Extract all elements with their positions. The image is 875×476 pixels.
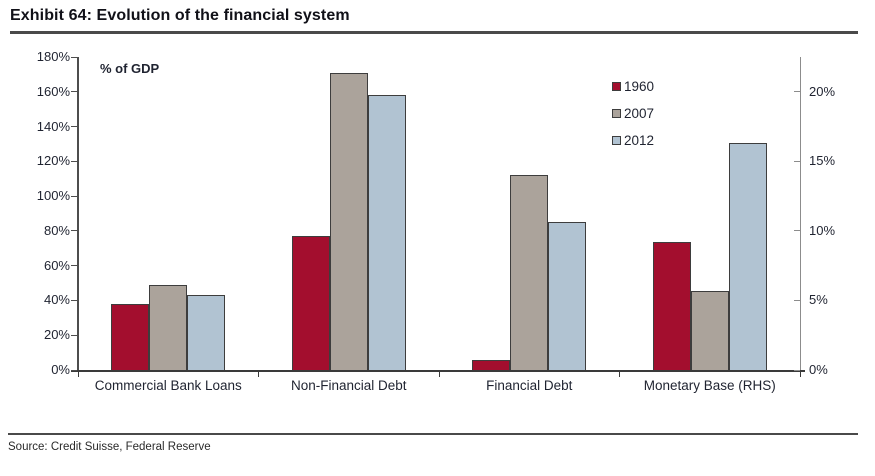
- bar-2007-commercial-bank-loans: [149, 284, 188, 370]
- legend: 1960 2007 2012: [612, 73, 654, 154]
- right-axis-tick: [794, 160, 800, 162]
- footer-divider: [8, 433, 858, 435]
- right-axis-tick-label: 20%: [809, 83, 836, 99]
- bar-2012-monetary-base-rhs: [728, 143, 767, 370]
- category-axis-tick: [799, 372, 801, 377]
- left-axis-tick-label: 60%: [43, 257, 70, 273]
- bar-2012-commercial-bank-loans: [187, 295, 226, 370]
- source-note: Source: Credit Suisse, Federal Reserve: [8, 441, 211, 453]
- left-axis-tick: [71, 126, 77, 128]
- right-axis-tick-label: 0%: [809, 362, 828, 377]
- left-axis-tick-label: 0%: [51, 362, 70, 377]
- legend-swatch-2007: [612, 109, 621, 118]
- axis-unit-annotation: % of GDP: [100, 61, 160, 76]
- legend-item-1960: 1960: [612, 73, 654, 100]
- left-axis-tick-label: 120%: [36, 153, 70, 169]
- legend-item-2012: 2012: [612, 127, 654, 154]
- category-label-commercial-bank-loans: Commercial Bank Loans: [94, 378, 242, 393]
- right-axis-tick-label: 5%: [809, 292, 828, 308]
- left-axis-tick: [71, 91, 77, 93]
- bar-2007-monetary-base-rhs: [690, 290, 729, 370]
- category-axis-tick: [619, 372, 620, 377]
- bar-1960-commercial-bank-loans: [111, 303, 150, 370]
- category-axis-tick: [77, 372, 79, 377]
- bar-1960-financial-debt: [472, 359, 511, 370]
- left-axis-tick: [71, 230, 77, 232]
- left-axis-tick-label: 40%: [43, 292, 70, 308]
- left-axis-tick: [71, 369, 77, 371]
- left-value-axis-line: [77, 57, 79, 371]
- category-label-financial-debt: Financial Debt: [486, 378, 573, 393]
- bar-1960-monetary-base-rhs: [652, 242, 691, 370]
- left-axis-tick-label: 80%: [43, 222, 70, 238]
- chart-title: Exhibit 64: Evolution of the financial s…: [10, 7, 350, 24]
- left-axis-tick: [71, 56, 77, 58]
- left-axis-tick: [71, 195, 77, 197]
- bar-2007-non-financial-debt: [329, 72, 368, 370]
- right-axis-tick: [794, 299, 800, 301]
- left-axis-tick-label: 20%: [43, 327, 70, 343]
- category-label-non-financial-debt: Non-Financial Debt: [290, 378, 407, 393]
- right-value-axis-line: [800, 57, 801, 371]
- bar-1960-non-financial-debt: [291, 236, 330, 370]
- left-axis-tick: [71, 299, 77, 301]
- right-axis-tick-label: 15%: [809, 153, 836, 169]
- bar-2012-non-financial-debt: [367, 95, 406, 370]
- legend-label-2007: 2007: [624, 106, 655, 121]
- bar-2007-financial-debt: [510, 175, 549, 370]
- category-axis-tick: [438, 372, 440, 377]
- category-label-monetary-base-rhs: Monetary Base (RHS): [643, 378, 776, 393]
- title-underline: [10, 31, 858, 34]
- legend-label-2012: 2012: [624, 133, 655, 148]
- category-axis-tick: [258, 372, 259, 377]
- left-axis-tick-label: 100%: [36, 188, 70, 204]
- bar-2012-financial-debt: [548, 222, 587, 370]
- left-axis-tick-label: 180%: [36, 49, 70, 64]
- right-axis-tick: [794, 230, 800, 232]
- left-axis-tick-label: 160%: [36, 83, 70, 99]
- left-axis-tick: [71, 265, 77, 267]
- right-axis-tick: [794, 91, 800, 93]
- left-axis-tick: [71, 334, 77, 336]
- right-axis-tick: [794, 369, 800, 371]
- legend-swatch-2012: [612, 136, 621, 145]
- right-axis-tick-label: 10%: [809, 222, 836, 238]
- left-axis-tick-label: 140%: [36, 118, 70, 134]
- legend-item-2007: 2007: [612, 100, 654, 127]
- legend-swatch-1960: [612, 82, 621, 91]
- left-axis-tick: [71, 160, 77, 162]
- legend-label-1960: 1960: [624, 79, 655, 94]
- category-axis-line: [71, 370, 805, 372]
